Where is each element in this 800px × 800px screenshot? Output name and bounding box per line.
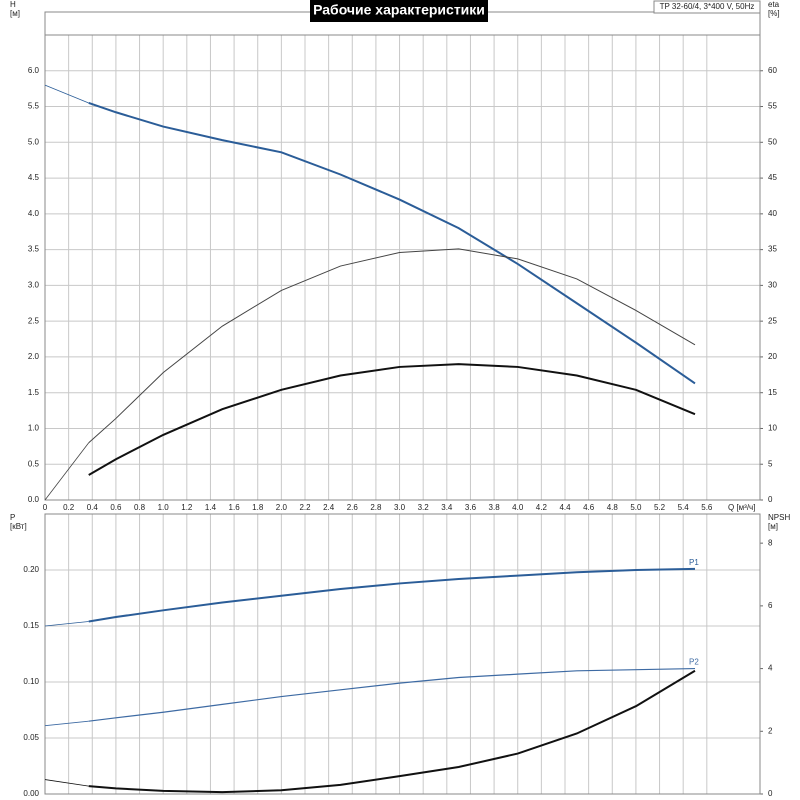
curve [88,669,696,794]
curve-extension [44,720,89,727]
x-tick-label: 5.0 [630,503,642,512]
x-tick-label: 2.4 [323,503,335,512]
x-tick-label: 5.6 [701,503,713,512]
x-tick-label: 4.4 [559,503,571,512]
y2-tick-label: 30 [768,280,777,289]
y2-tick-label: 25 [768,316,777,325]
y2-tick-label: 50 [768,137,777,146]
series-label: P2 [689,658,699,667]
y-tick-label: 5.5 [28,102,40,111]
y2-tick-label: 35 [768,245,777,254]
y2-axis-unit: [м] [768,522,778,531]
plot-frame [44,513,761,795]
x-tick-label: 1.4 [205,503,217,512]
x-tick-label: 2.2 [299,503,311,512]
x-tick-label: 3.6 [465,503,477,512]
y2-tick-label: 10 [768,424,777,433]
x-tick-label: 1.0 [158,503,170,512]
x-tick-label: 3.4 [441,503,453,512]
x-tick-label: 0.2 [63,503,75,512]
y-tick-label: 2.0 [28,352,40,361]
x-tick-label: 3.8 [489,503,501,512]
plot-frame [44,34,761,501]
x-tick-label: 2.6 [347,503,359,512]
curve [88,363,696,476]
y-tick-label: 0.10 [23,677,39,686]
x-tick-label: 1.8 [252,503,264,512]
y-axis-unit: [кВт] [10,522,27,531]
y2-tick-label: 6 [768,601,773,610]
curve [88,667,696,722]
x-tick-label: 5.4 [678,503,690,512]
x-tick-label: 4.0 [512,503,524,512]
y2-tick-label: 55 [768,102,777,111]
y-tick-label: 4.0 [28,209,40,218]
x-tick-label: 0.6 [110,503,122,512]
y2-tick-label: 40 [768,209,777,218]
x-tick-label: 4.8 [607,503,619,512]
y-tick-label: 4.5 [28,173,40,182]
x-axis-label: Q [м³/ч] [728,503,755,512]
y2-tick-label: 0 [768,495,773,504]
y2-tick-label: 0 [768,789,773,798]
curve-extension [44,84,89,104]
x-tick-label: 4.6 [583,503,595,512]
x-tick-label: 1.2 [181,503,193,512]
y2-tick-label: 2 [768,726,773,735]
y2-tick-label: 4 [768,664,773,673]
y2-tick-label: 20 [768,352,777,361]
y-tick-label: 0.00 [23,789,39,798]
curve [88,102,696,385]
y-tick-label: 5.0 [28,137,40,146]
y-tick-label: 0.15 [23,621,39,630]
y2-axis-label: eta [768,0,780,9]
y-tick-label: 0.0 [28,495,40,504]
x-tick-label: 0.4 [87,503,99,512]
y2-axis-unit: [%] [768,9,780,18]
x-tick-label: 2.8 [370,503,382,512]
x-tick-label: 2.0 [276,503,288,512]
title-box [310,0,488,22]
y-tick-label: 0.5 [28,459,40,468]
y-tick-label: 2.5 [28,316,40,325]
y2-tick-label: 15 [768,388,777,397]
y2-tick-label: 60 [768,66,777,75]
curve-extension [44,779,89,787]
y2-tick-label: 45 [768,173,777,182]
y-axis-label: P [10,513,15,522]
curve-extension [44,442,90,501]
curve-extension [44,621,89,627]
y2-tick-label: 8 [768,538,773,547]
x-tick-label: 0 [43,503,48,512]
y2-tick-label: 5 [768,459,773,468]
y-tick-label: 3.0 [28,280,40,289]
x-tick-label: 3.2 [418,503,430,512]
subtitle-box [653,0,761,14]
y-tick-label: 0.20 [23,565,39,574]
x-tick-label: 5.2 [654,503,666,512]
series-label: P1 [689,558,699,567]
y-tick-label: 0.05 [23,733,39,742]
curve [88,567,696,623]
y-axis-unit: [м] [10,9,20,18]
y-axis-label: H [10,0,16,9]
curve [88,248,696,444]
y-tick-label: 1.5 [28,388,40,397]
subtitle: TP 32-60/4, 3*400 V, 50Hz [660,2,755,11]
y2-axis-label: NPSH [768,513,790,522]
chart-title: Рабочие характеристики [313,2,485,18]
y-tick-label: 6.0 [28,66,40,75]
x-tick-label: 4.2 [536,503,548,512]
x-tick-label: 3.0 [394,503,406,512]
x-tick-label: 0.8 [134,503,146,512]
x-tick-label: 1.6 [229,503,241,512]
y-tick-label: 3.5 [28,245,40,254]
y-tick-label: 1.0 [28,424,40,433]
